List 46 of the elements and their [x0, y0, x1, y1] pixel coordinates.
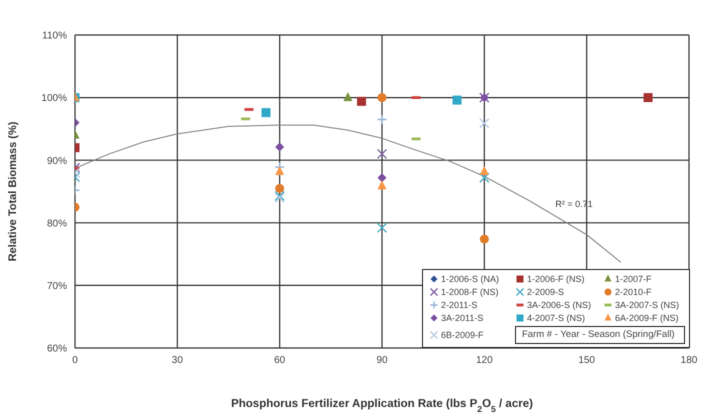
- legend-label: 1-2007-F: [615, 273, 652, 285]
- x-tick-label: 90: [376, 355, 388, 366]
- legend-title: Farm # - Year - Season (Spring/Fall): [515, 326, 685, 344]
- legend-label: 2-2009-S: [527, 286, 564, 298]
- point: [378, 180, 386, 190]
- point: [452, 96, 462, 105]
- x-tick-label: 60: [274, 355, 286, 366]
- y-tick-label: 70%: [46, 280, 68, 292]
- line-series: [75, 124, 622, 263]
- legend-label: 2-2011-S: [441, 299, 478, 311]
- point: [275, 166, 284, 175]
- point: [480, 234, 489, 244]
- y-tick-label: 90%: [46, 156, 68, 167]
- y-tick-label: 110%: [42, 30, 68, 42]
- legend-label: 3A-2007-S (NS): [615, 299, 680, 311]
- x-tick-label: 0: [72, 355, 78, 366]
- point: [357, 96, 366, 106]
- point: [275, 142, 284, 152]
- y-tick-label: 100%: [41, 93, 68, 104]
- point: [480, 166, 489, 175]
- legend-label: 1-2006-F (NS): [527, 273, 585, 285]
- point: [479, 118, 490, 128]
- x-tick-label: 120: [476, 355, 494, 366]
- legend-label: 4-2007-S (NS): [527, 312, 586, 324]
- point: [262, 108, 271, 118]
- legend-label: 3A-2011-S: [441, 312, 484, 324]
- point: [376, 114, 388, 125]
- legend-label: 1-2008-F (NS): [441, 286, 499, 298]
- point: [378, 93, 386, 102]
- legend-label: 6A-2009-F (NS): [615, 312, 679, 324]
- x-axis-title: Phosphorus Fertilizer Application Rate (lbs P$_{2}$O$_{5}$ / acre): [231, 398, 534, 414]
- legend-label: 2-2010-F: [615, 286, 652, 298]
- point: [275, 184, 284, 193]
- legend-label: 6B-2009-F: [441, 328, 484, 340]
- point: [376, 222, 388, 234]
- y-tick-label: 60%: [46, 344, 68, 355]
- x-tick-label: 150: [578, 355, 596, 366]
- y-axis-title: Relative Total Biomass (%): [7, 121, 19, 262]
- point: [479, 172, 490, 183]
- x-tick-label: 180: [680, 355, 698, 366]
- x-tick-label: 30: [172, 355, 184, 366]
- point: [378, 173, 386, 182]
- point: [376, 148, 388, 160]
- legend-label: 1-2006-S (NA): [441, 273, 500, 285]
- y-tick-label: 80%: [46, 218, 68, 230]
- legend-label: 3A-2006-S (NS): [527, 299, 592, 311]
